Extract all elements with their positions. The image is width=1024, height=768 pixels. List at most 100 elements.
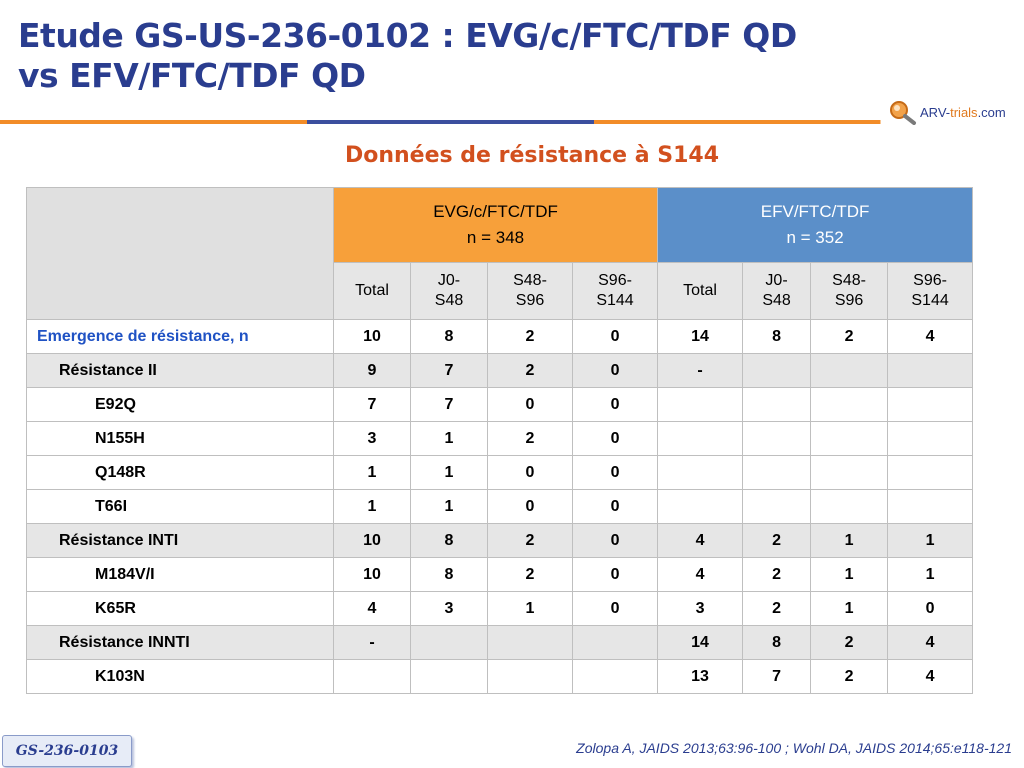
table-cell: 1 [333,455,411,490]
table-cell: 1 [410,489,488,524]
table-cell [887,455,974,490]
table-cell: 8 [742,319,812,354]
table-cell: 8 [410,319,488,354]
table-cell [742,455,812,490]
table-row: T66I 1 1 0 0 [26,489,974,524]
table-cell: 14 [657,319,744,354]
table-cell: 0 [487,455,573,490]
table-row: Q148R 1 1 0 0 [26,455,974,490]
subheader-cell: S96- S144 [887,262,974,320]
table-cell: - [657,353,744,388]
table-cell [333,659,411,694]
table-cell: 2 [810,659,889,694]
table-row: K103N 13 7 2 4 [26,659,974,694]
title-line-2: vs EFV/FTC/TDF QD [18,56,366,95]
table-cell [887,353,974,388]
table-cell: 1 [810,557,889,592]
table-cell [410,659,488,694]
table-cell: 2 [742,523,812,558]
row-label: Résistance INTI [26,523,334,558]
table-cell [657,421,744,456]
row-label: K65R [26,591,334,626]
subheader-cell: S48- S96 [810,262,889,320]
table-cell: 0 [571,353,659,388]
subheader-cell: Total [657,262,744,320]
table-cell [657,489,744,524]
row-label: T66I [26,489,334,524]
table-cell [887,421,974,456]
row-label: E92Q [26,387,334,422]
table-cell: 2 [487,557,573,592]
subheader-cell: J0- S48 [742,262,812,320]
table-cell [742,421,812,456]
row-label: Résistance INNTI [26,625,334,660]
table-cell: 2 [810,625,889,660]
table-cell: 8 [410,557,488,592]
table-cell: 2 [742,557,812,592]
table-cell: 0 [571,489,659,524]
table-cell [810,489,889,524]
table-row: Résistance II 9 7 2 0- [26,353,974,388]
row-label: Résistance II [26,353,334,388]
subheader-cell: S96- S144 [571,262,659,320]
table-cell [571,625,659,660]
table-cell: 9 [333,353,411,388]
table-cell: 8 [410,523,488,558]
subheader-cell: J0- S48 [410,262,488,320]
group-header-evg: EVG/c/FTC/TDF n = 348 [332,187,659,263]
table-cell: 0 [571,523,659,558]
row-label: Q148R [26,455,334,490]
table-cell: 1 [410,421,488,456]
table-cell: 3 [333,421,411,456]
table-group-header-row: EVG/c/FTC/TDF n = 348 EFV/FTC/TDF n = 35… [26,187,974,320]
table-subheader-row: Total J0- S48 S48- S96 S96- S144 Total J0- S… [27,262,974,320]
subheader-cell: S48- S96 [487,262,573,320]
title-divider [0,120,1024,124]
table-cell [571,659,659,694]
table-cell [887,489,974,524]
row-label: Emergence de résistance, n [26,319,334,354]
table-cell [742,353,812,388]
group-name: EVG/c/FTC/TDF [433,202,558,221]
table-cell: 0 [571,557,659,592]
table-row: N155H 3 1 2 0 [26,421,974,456]
table-cell: 2 [810,319,889,354]
table-cell [657,387,744,422]
slide-title: Etude GS-US-236-0102 : EVG/c/FTC/TDF QD … [18,16,878,96]
group-header-efv: EFV/FTC/TDF n = 352 [657,187,974,263]
table-body: Emergence de résistance, n 10 8 2 0 14 8 2 4 Rési… [26,319,974,694]
row-label: K103N [26,659,334,694]
table-cell: 0 [571,421,659,456]
table-cell: 3 [410,591,488,626]
logo-text: ARV-trials.com [920,104,1006,120]
table-cell: 8 [742,625,812,660]
table-cell: 0 [571,591,659,626]
table-cell: 2 [487,421,573,456]
table-cell: 0 [487,387,573,422]
table-cell: 2 [742,591,812,626]
table-cell: 1 [887,523,974,558]
table-cell: 1 [887,557,974,592]
table-cell: 0 [887,591,974,626]
table-cell: 1 [810,591,889,626]
group-n: n = 352 [786,228,844,247]
table-cell: 4 [333,591,411,626]
table-cell: 0 [571,387,659,422]
table-cell [657,455,744,490]
table-cell: 0 [571,455,659,490]
table-cell: 7 [742,659,812,694]
arv-trials-logo: ARV-trials.com [888,97,1016,127]
table-cell [742,489,812,524]
table-cell [810,455,889,490]
table-cell: 1 [810,523,889,558]
table-row: Emergence de résistance, n 10 8 2 0 14 8 2 4 [26,319,974,354]
table-cell: 2 [487,523,573,558]
table-cell: 4 [657,557,744,592]
title-line-1: Etude GS-US-236-0102 : EVG/c/FTC/TDF QD [18,16,797,55]
table-cell: 0 [487,489,573,524]
table-cell [487,625,573,660]
table-row: K65R 4 3 1 0 3 2 1 0 [26,591,974,626]
table-corner-cell [26,187,334,320]
table-cell: 2 [487,319,573,354]
group-name: EFV/FTC/TDF [760,202,870,221]
